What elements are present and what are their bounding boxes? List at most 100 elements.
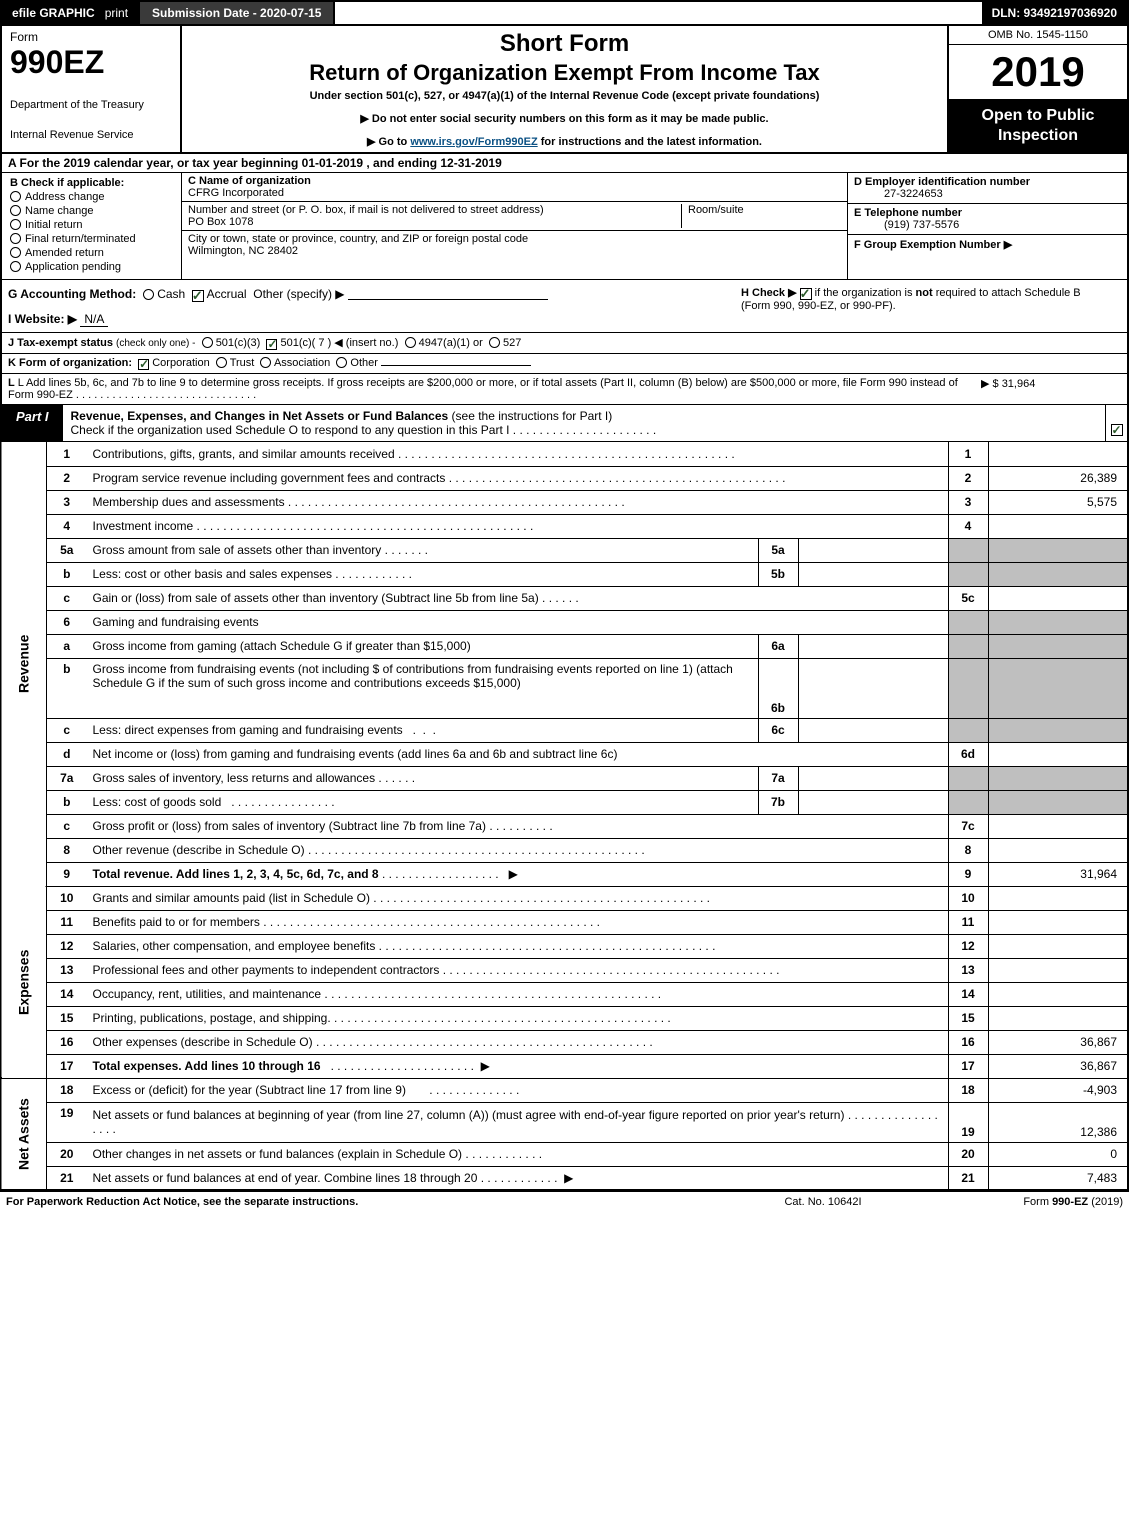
ln-11-desc: Benefits paid to or for members <box>87 910 949 934</box>
ln-6b-subval <box>798 658 948 718</box>
ln-2-desc: Program service revenue including govern… <box>87 466 949 490</box>
chk-application-pending[interactable]: Application pending <box>10 261 173 273</box>
accrual-checkbox[interactable] <box>192 290 204 302</box>
ln-11-val <box>988 910 1128 934</box>
k-corporation-checkbox[interactable] <box>138 359 149 370</box>
city-label: City or town, state or province, country… <box>188 233 528 245</box>
g-label: G Accounting Method: <box>8 287 136 301</box>
expenses-side-label: Expenses <box>1 886 47 1078</box>
chk-amended-return[interactable]: Amended return <box>10 247 173 259</box>
ln-17-desc: Total expenses. Add lines 10 through 16 … <box>87 1054 949 1078</box>
part-i-title-block: Revenue, Expenses, and Changes in Net As… <box>63 405 1105 441</box>
ln-7a-desc: Gross sales of inventory, less returns a… <box>87 766 759 790</box>
ln-20-val: 0 <box>988 1142 1128 1166</box>
ln-13-desc: Professional fees and other payments to … <box>87 958 949 982</box>
street-row: Number and street (or P. O. box, if mail… <box>182 202 847 231</box>
other-method-input[interactable] <box>348 286 548 300</box>
ln-3-val: 5,575 <box>988 490 1128 514</box>
j-501c-checkbox[interactable] <box>266 339 277 350</box>
form-word: Form <box>10 30 172 44</box>
efile-graphic-badge: efile GRAPHIC print <box>2 2 138 24</box>
city-row: City or town, state or province, country… <box>182 231 847 259</box>
room-suite: Room/suite <box>681 204 841 228</box>
part-i-schedule-o-checkbox[interactable] <box>1111 424 1123 436</box>
ln-7c-val <box>988 814 1128 838</box>
k-form-org-row: K Form of organization: Corporation Trus… <box>0 354 1129 374</box>
k-other-radio[interactable] <box>336 357 347 368</box>
c-label: C Name of organization <box>188 175 311 187</box>
ein-row: D Employer identification number 27-3224… <box>848 173 1127 204</box>
page-footer: For Paperwork Reduction Act Notice, see … <box>0 1191 1129 1212</box>
ln-10-val <box>988 886 1128 910</box>
ln-15-val <box>988 1006 1128 1030</box>
ln-6-desc: Gaming and fundraising events <box>87 610 949 634</box>
efile-label: efile GRAPHIC <box>12 6 95 20</box>
top-bar: efile GRAPHIC print Submission Date - 20… <box>0 0 1129 26</box>
ln-17-val: 36,867 <box>988 1054 1128 1078</box>
group-exemption-row: F Group Exemption Number ▶ <box>848 235 1127 254</box>
part-i-check-line: Check if the organization used Schedule … <box>71 423 510 437</box>
ln-9-desc: Total revenue. Add lines 1, 2, 3, 4, 5c,… <box>87 862 949 886</box>
section-c-address: C Name of organization CFRG Incorporated… <box>182 173 847 279</box>
print-link[interactable]: print <box>105 6 128 20</box>
chk-name-change[interactable]: Name change <box>10 205 173 217</box>
org-name-row: C Name of organization CFRG Incorporated <box>182 173 847 202</box>
chk-address-change[interactable]: Address change <box>10 191 173 203</box>
accounting-method: G Accounting Method: Cash Accrual Other … <box>8 286 741 326</box>
k-trust-radio[interactable] <box>216 357 227 368</box>
ln-16-val: 36,867 <box>988 1030 1128 1054</box>
part-i-schedule-o-checkbox-cell <box>1105 405 1127 441</box>
ln-15-desc: Printing, publications, postage, and shi… <box>87 1006 949 1030</box>
ln-18-desc: Excess or (deficit) for the year (Subtra… <box>87 1078 949 1102</box>
ln-8-val <box>988 838 1128 862</box>
cat-no: Cat. No. 10642I <box>723 1196 923 1208</box>
j-4947-radio[interactable] <box>405 337 416 348</box>
ln-4-val <box>988 514 1128 538</box>
ln-7b-desc: Less: cost of goods sold . . . . . . . .… <box>87 790 759 814</box>
form-header-left: Form 990EZ Department of the Treasury In… <box>2 26 182 152</box>
e-label: E Telephone number <box>854 207 962 219</box>
form-number: 990EZ <box>10 44 172 81</box>
ln-14-val <box>988 982 1128 1006</box>
ln-12-val <box>988 934 1128 958</box>
form-header-right: OMB No. 1545-1150 2019 Open to Public In… <box>947 26 1127 152</box>
goto-pre: ▶ Go to <box>367 136 410 148</box>
dept-treasury: Department of the Treasury <box>10 99 172 111</box>
ln-21-desc: Net assets or fund balances at end of ye… <box>87 1166 949 1190</box>
ln-6b-desc: Gross income from fundraising events (no… <box>87 658 759 718</box>
dln-badge: DLN: 93492197036920 <box>982 2 1127 24</box>
ln-5b-subval <box>798 562 948 586</box>
ln-9-val: 31,964 <box>988 862 1128 886</box>
ln-6a-desc: Gross income from gaming (attach Schedul… <box>87 634 759 658</box>
chk-final-return[interactable]: Final return/terminated <box>10 233 173 245</box>
city-val: Wilmington, NC 28402 <box>188 245 298 257</box>
entity-block: B Check if applicable: Address change Na… <box>0 173 1129 280</box>
return-title: Return of Organization Exempt From Incom… <box>188 60 941 86</box>
irs-link[interactable]: www.irs.gov/Form990EZ <box>410 136 537 148</box>
ln-21-val: 7,483 <box>988 1166 1128 1190</box>
form-ref: Form 990-EZ (2019) <box>923 1196 1123 1208</box>
ln-6c-subval <box>798 718 948 742</box>
under-section: Under section 501(c), 527, or 4947(a)(1)… <box>188 90 941 102</box>
chk-initial-return[interactable]: Initial return <box>10 219 173 231</box>
ln-6d-val <box>988 742 1128 766</box>
open-to-public: Open to Public Inspection <box>949 100 1127 152</box>
schedule-b-checkbox[interactable] <box>800 288 812 300</box>
submission-date-badge: Submission Date - 2020-07-15 <box>138 2 335 24</box>
cash-radio[interactable] <box>143 289 154 300</box>
g-h-row: G Accounting Method: Cash Accrual Other … <box>0 280 1129 333</box>
section-d-e-f: D Employer identification number 27-3224… <box>847 173 1127 279</box>
ln-16-desc: Other expenses (describe in Schedule O) <box>87 1030 949 1054</box>
ln-20-desc: Other changes in net assets or fund bala… <box>87 1142 949 1166</box>
j-label: J Tax-exempt status <box>8 337 113 349</box>
k-association-radio[interactable] <box>260 357 271 368</box>
omb-number: OMB No. 1545-1150 <box>949 26 1127 45</box>
j-501c3-radio[interactable] <box>202 337 213 348</box>
ln-7b-subval <box>798 790 948 814</box>
ln-5b-desc: Less: cost or other basis and sales expe… <box>87 562 759 586</box>
form-header-center: Short Form Return of Organization Exempt… <box>182 26 947 152</box>
ln-7a-subval <box>798 766 948 790</box>
j-527-radio[interactable] <box>489 337 500 348</box>
line-a-tax-year: A For the 2019 calendar year, or tax yea… <box>0 154 1129 173</box>
section-b-checkboxes: B Check if applicable: Address change Na… <box>2 173 182 279</box>
